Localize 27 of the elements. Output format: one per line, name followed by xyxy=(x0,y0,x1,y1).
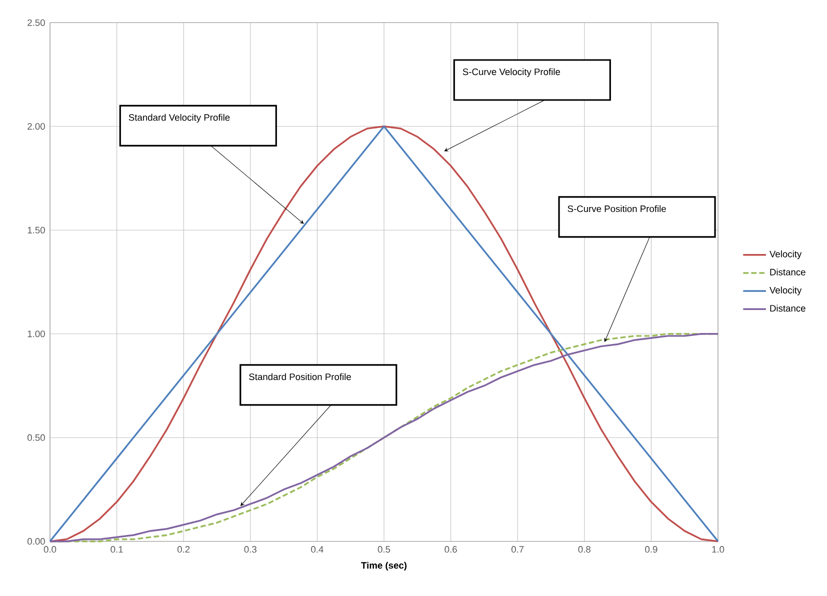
x-tick-label: 0.9 xyxy=(645,546,658,553)
legend-label: Velocity xyxy=(770,286,802,296)
legend-label: Distance xyxy=(770,268,806,276)
x-tick-label: 0.2 xyxy=(177,546,190,553)
x-axis-title: Time (sec) xyxy=(361,562,407,571)
x-tick-label: 0.0 xyxy=(44,546,56,553)
y-tick-label: 1.50 xyxy=(28,226,45,234)
line-series xyxy=(49,126,719,542)
y-tick-label: 0.50 xyxy=(27,434,45,441)
x-tick-label: 0.8 xyxy=(578,546,590,553)
legend-label: Distance xyxy=(770,304,806,312)
x-tick-label: 0.1 xyxy=(110,546,123,553)
annotation: Standard Velocity Profile xyxy=(128,114,230,123)
annotation: Standard Position Profile xyxy=(249,373,351,380)
annotation: S-Curve Velocity Profile xyxy=(462,68,560,77)
x-tick-label: 0.5 xyxy=(378,546,390,553)
y-tick-label: 2.50 xyxy=(28,19,45,26)
y-tick-label: 0.00 xyxy=(27,538,45,545)
legend-label: Velocity xyxy=(770,250,802,260)
x-tick-label: 1.0 xyxy=(712,546,724,553)
x-tick-label: 0.3 xyxy=(244,546,256,553)
annotation: S-Curve Position Profile xyxy=(568,205,666,212)
x-tick-label: 0.7 xyxy=(511,546,524,553)
y-tick-label: 1.00 xyxy=(28,330,45,338)
x-tick-label: 0.4 xyxy=(311,546,324,553)
y-tick-label: 2.00 xyxy=(28,123,45,130)
x-tick-label: 0.6 xyxy=(444,546,457,553)
